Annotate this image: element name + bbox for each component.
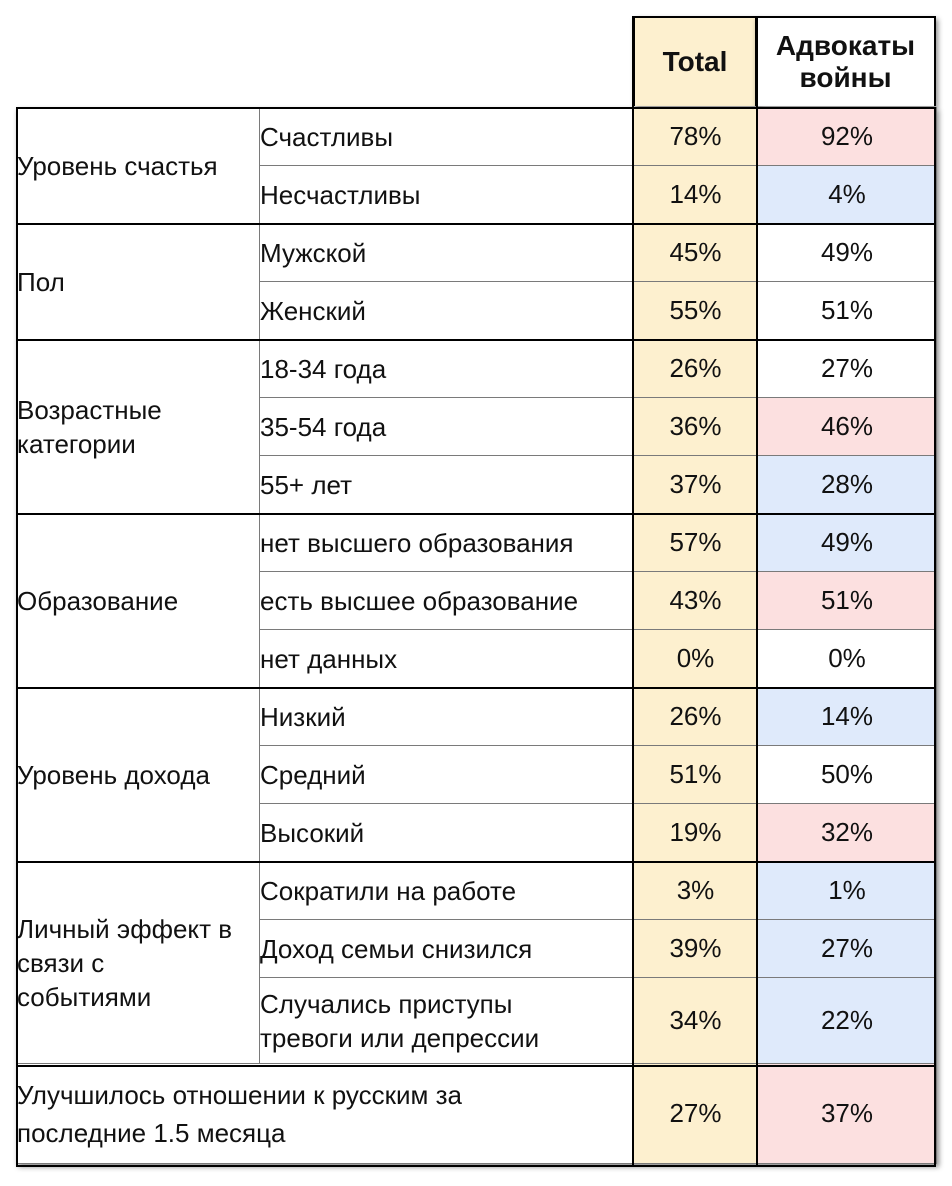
advocates-cell: 49% <box>757 513 937 572</box>
row-label: Женский <box>259 281 634 340</box>
advocates-cell: 51% <box>757 281 937 340</box>
row-label: Низкий <box>259 687 634 746</box>
group-label: Образование <box>16 513 260 688</box>
advocates-cell: 50% <box>757 745 937 804</box>
row-label: нет данных <box>259 629 634 688</box>
row-label: Средний <box>259 745 634 804</box>
advocates-cell: 1% <box>757 861 937 920</box>
row-label: 55+ лет <box>259 455 634 514</box>
total-cell: 3% <box>633 861 758 920</box>
header-total-label: Total <box>662 46 728 77</box>
row-label: Сократили на работе <box>259 861 634 920</box>
group-label: Пол <box>16 223 260 340</box>
advocates-cell: 32% <box>757 803 937 862</box>
total-cell: 26% <box>633 339 758 398</box>
table-row: 35-54 года 36% 46% <box>17 397 937 456</box>
table-row: Уровень счастья Счастливы 78% 92% <box>16 107 937 224</box>
footer-label: Улучшилось отношении к русским за послед… <box>16 1063 634 1164</box>
row-label: Высокий <box>259 803 634 862</box>
table-row: Личный эффект в связи с событиями Сократ… <box>16 861 937 1064</box>
group-label-text: Личный эффект в связи с событиями <box>17 913 233 1012</box>
group-label: Личный эффект в связи с событиями <box>16 861 260 1064</box>
total-cell: 36% <box>633 397 758 456</box>
row-label: Случались приступы тревоги или депрессии <box>259 977 634 1064</box>
advocates-cell: 27% <box>757 919 937 978</box>
group-label: Уровень счастья <box>16 107 260 224</box>
row-label: Мужской <box>259 223 634 282</box>
total-cell: 37% <box>633 455 758 514</box>
total-cell: 34% <box>633 977 758 1064</box>
total-cell: 0% <box>633 629 758 688</box>
advocates-cell: 22% <box>757 977 937 1064</box>
advocates-cell: 46% <box>757 397 937 456</box>
footer-label-text: Улучшилось отношении к русским за послед… <box>17 1079 462 1148</box>
table-row: Образование нет высшего образования 57% … <box>16 513 937 688</box>
group-label: Возрастные категории <box>16 339 260 514</box>
advocates-cell: 51% <box>757 571 937 630</box>
advocates-cell: 27% <box>757 339 937 398</box>
table-row: 55+ лет 37% 28% <box>17 455 937 514</box>
footer-total-cell: 27% <box>633 1063 758 1164</box>
total-cell: 78% <box>633 107 758 166</box>
table-row: Возрастные категории 18-34 года 26% 27% <box>16 339 937 514</box>
row-label: 18-34 года <box>259 339 634 398</box>
row-label: 35-54 года <box>259 397 634 456</box>
total-cell: 45% <box>633 223 758 282</box>
advocates-cell: 4% <box>757 165 937 224</box>
total-cell: 26% <box>633 687 758 746</box>
row-label: Несчастливы <box>259 165 634 224</box>
table-row: Пол Мужской 45% 49% <box>16 223 937 340</box>
advocates-cell: 14% <box>757 687 937 746</box>
header-advocates: Адвокаты войны <box>755 16 936 106</box>
footer-advocates-cell: 37% <box>757 1063 937 1164</box>
advocates-cell: 49% <box>757 223 937 282</box>
row-label: есть высшее образование <box>259 571 634 630</box>
advocates-cell: 92% <box>757 107 937 166</box>
total-cell: 19% <box>633 803 758 862</box>
header-total: Total <box>633 16 757 106</box>
row-label: Доход семьи снизился <box>259 919 634 978</box>
row-label-text: Случались приступы тревоги или депрессии <box>260 988 540 1053</box>
table-row-footer: Улучшилось отношении к русским за послед… <box>16 1063 937 1164</box>
table-row: Средний 51% 50% <box>17 745 937 804</box>
advocates-cell: 28% <box>757 455 937 514</box>
group-label: Уровень дохода <box>16 687 260 862</box>
table-row: Уровень дохода Низкий 26% 14% <box>16 687 937 862</box>
table-row: Высокий 19% 32% <box>17 803 937 862</box>
row-label: Счастливы <box>259 107 634 166</box>
total-cell: 43% <box>633 571 758 630</box>
group-label-text: Возрастные категории <box>17 394 162 459</box>
total-cell: 14% <box>633 165 758 224</box>
table-row: Случались приступы тревоги или депрессии… <box>17 977 937 1064</box>
total-cell: 55% <box>633 281 758 340</box>
total-cell: 39% <box>633 919 758 978</box>
header-advocates-label: Адвокаты войны <box>775 30 916 93</box>
total-cell: 51% <box>633 745 758 804</box>
total-cell: 57% <box>633 513 758 572</box>
survey-table: Уровень счастья Счастливы 78% 92% Несчас… <box>16 107 937 1164</box>
row-label: нет высшего образования <box>259 513 634 572</box>
advocates-cell: 0% <box>757 629 937 688</box>
